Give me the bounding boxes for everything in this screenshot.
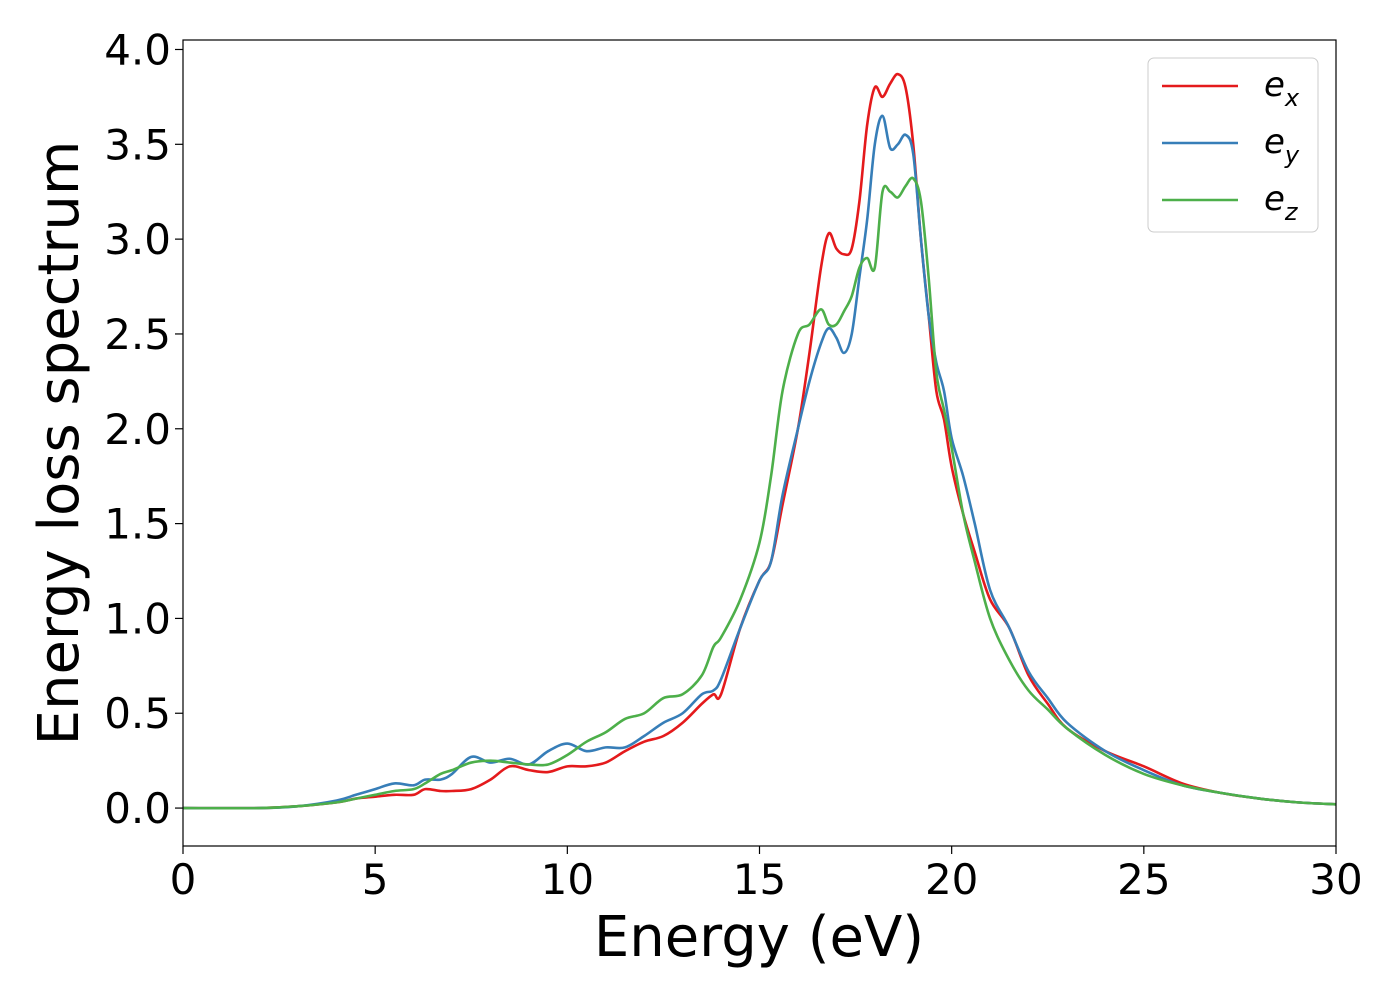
x-tick-label: 15 (733, 855, 786, 904)
y-tick-label: 2.0 (104, 405, 171, 454)
y-axis-label: Energy loss spectrum (27, 141, 92, 746)
y-tick-label: 1.0 (104, 594, 171, 643)
y-tick-label: 1.5 (104, 500, 171, 549)
series-layer (183, 72, 1336, 810)
legend-label-e-z: ez (1264, 179, 1299, 226)
y-tick-label: 3.5 (104, 120, 171, 169)
x-axis-label: Energy (eV) (594, 905, 924, 970)
x-tick-label: 20 (925, 855, 978, 904)
legend-label-base: e (1264, 122, 1285, 162)
y-axis: 0.0 0.5 1.0 1.5 2.0 2.5 3.0 3.5 4.0 (104, 25, 183, 833)
legend-label-e-x: ex (1264, 65, 1300, 112)
series-line-e-y (183, 114, 1336, 810)
x-tick-label: 30 (1309, 855, 1362, 904)
x-axis: 0 5 10 15 20 25 30 (170, 846, 1363, 904)
y-tick-label: 4.0 (104, 25, 171, 74)
y-tick-label: 0.0 (104, 784, 171, 833)
legend-label-base: e (1264, 179, 1285, 219)
series-line-e-z (183, 176, 1336, 810)
x-tick-label: 10 (541, 855, 594, 904)
x-tick-label: 0 (170, 855, 197, 904)
y-tick-label: 3.0 (104, 215, 171, 264)
y-tick-label: 2.5 (104, 310, 171, 359)
legend-label-subscript: x (1284, 84, 1300, 112)
y-tick-label: 0.5 (104, 689, 171, 738)
series-line-e-x (183, 72, 1336, 810)
x-tick-label: 25 (1117, 855, 1170, 904)
legend-label-subscript: z (1284, 198, 1299, 226)
legend-label-e-y: ey (1264, 122, 1300, 169)
legend-box (1147, 57, 1319, 233)
legend-label-subscript: y (1284, 141, 1300, 169)
legend-label-base: e (1264, 65, 1285, 105)
x-tick-label: 5 (362, 855, 389, 904)
